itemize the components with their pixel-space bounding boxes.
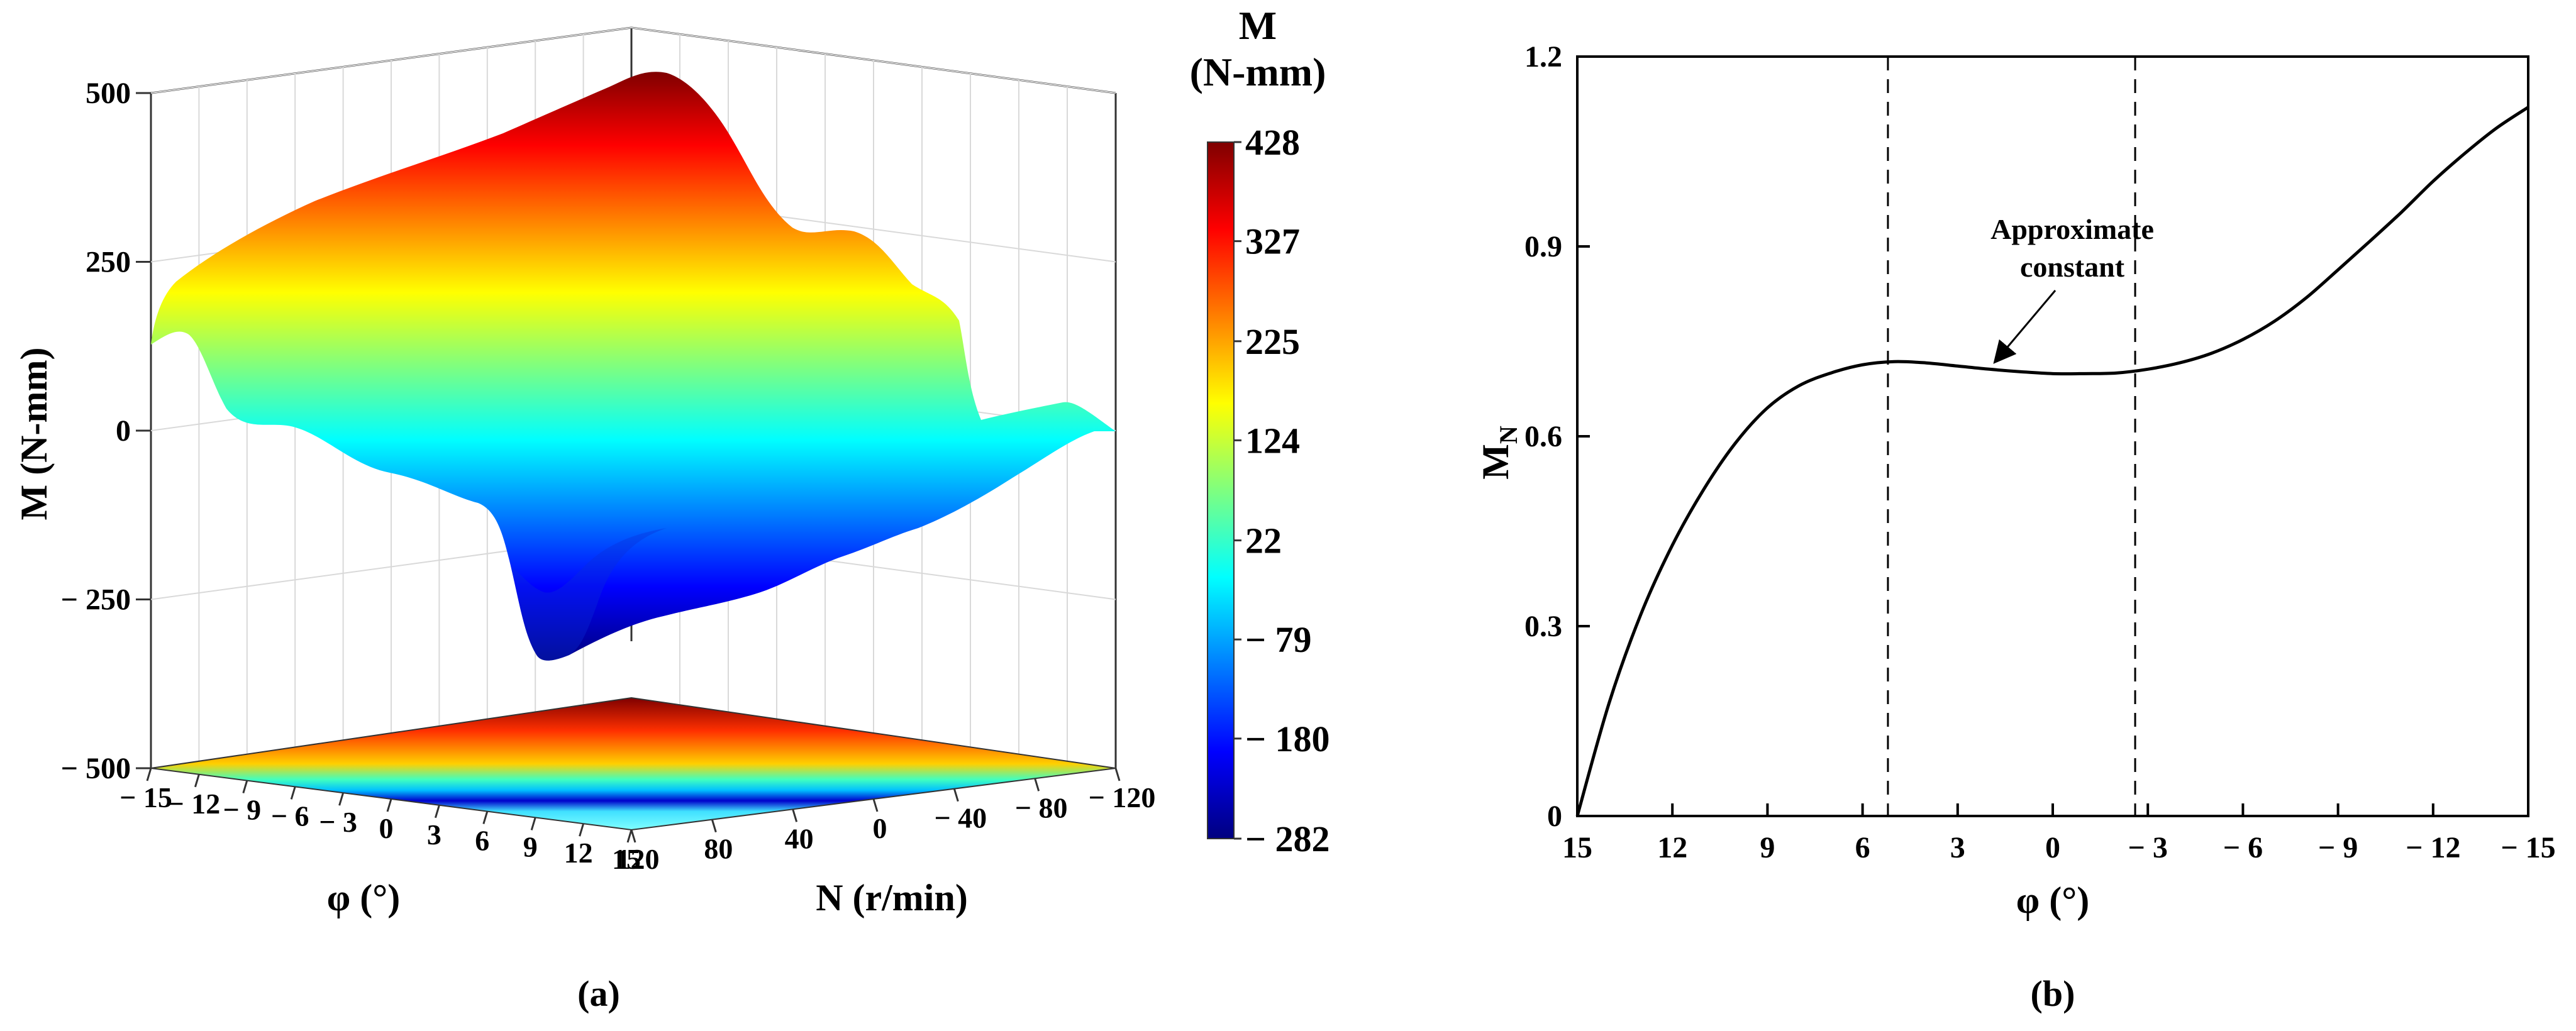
phi-tick-mark — [386, 798, 392, 812]
plot-frame — [1576, 55, 2529, 817]
phi-tick-mark — [434, 805, 440, 819]
x-tick-label: 15 — [1562, 831, 1592, 864]
n-axis-ticks: 120 80 40 0 − 40 − 80 − 120 — [616, 768, 1156, 875]
z-tick-label: 0 — [116, 414, 131, 448]
y-tick-label: 1.2 — [1524, 40, 1562, 74]
n-tick-mark — [1114, 768, 1121, 781]
n-tick-mark — [953, 788, 959, 802]
x-tick-label: − 12 — [2406, 831, 2460, 864]
panel-a-label: (a) — [577, 973, 620, 1014]
phi-tick-label: − 6 — [271, 800, 309, 832]
n-tick-label: 80 — [704, 833, 733, 865]
annotation-line1: Approximate — [1990, 213, 2154, 245]
x-tick-label: 6 — [1855, 831, 1870, 864]
series-line — [1575, 106, 2529, 817]
z-axis-ticks: 500 250 0 − 250 − 500 — [61, 77, 151, 785]
n-tick-mark — [711, 819, 717, 833]
colorbar-tick-label: − 79 — [1245, 619, 1312, 660]
surface-trough-shade — [511, 528, 667, 661]
x-tick-label: − 3 — [2128, 831, 2168, 864]
x-tick-label: 12 — [1657, 831, 1687, 864]
annotation-line2: constant — [2020, 251, 2125, 283]
colorbar-tick-label: 225 — [1245, 321, 1300, 362]
x-tick-label: 9 — [1760, 831, 1775, 864]
phi-tick-label: 15 — [612, 843, 641, 875]
z-tick-label: 250 — [86, 246, 131, 279]
colorbar-tick-label: − 180 — [1245, 719, 1330, 759]
phi-tick-mark — [579, 823, 585, 837]
n-tick-label: 120 — [616, 843, 660, 875]
colorbar-tick-label: 428 — [1245, 122, 1300, 163]
phi-axis-ticks: − 15− 12− 9 − 6 − 3 0 3 6 9 12 15 — [119, 768, 641, 875]
y-tick-label: 0.9 — [1524, 230, 1562, 263]
colorbar-tick-label: − 282 — [1245, 819, 1330, 859]
colorbar-title-line1: M — [1239, 3, 1277, 48]
z-tick-label: 500 — [86, 77, 131, 110]
n-tick-label: − 40 — [934, 802, 987, 834]
n-tick-label: 0 — [873, 812, 887, 844]
phi-tick-label: 12 — [564, 837, 593, 869]
phi-tick-mark — [146, 768, 152, 781]
x-tick-label: − 6 — [2223, 831, 2263, 864]
phi-tick-label: 3 — [427, 819, 441, 851]
z-tick-label: − 250 — [61, 583, 131, 617]
x-tick-label: 0 — [2045, 831, 2060, 864]
x-tick-label: − 15 — [2501, 831, 2555, 864]
surface-mesh — [151, 72, 1116, 661]
y-axis-label-sub: N — [1494, 426, 1523, 444]
surface — [151, 72, 1116, 661]
colorbar-tick-label: 22 — [1245, 521, 1282, 561]
n-tick-mark — [872, 798, 879, 812]
n-tick-mark — [792, 808, 798, 822]
phi-tick-label: 0 — [379, 812, 394, 844]
x-axis-ticks: 15 12 9 6 3 0 − 3 − 6 − 9 − 12 − 15 — [1562, 803, 2556, 864]
z-tick-label: − 500 — [61, 752, 131, 785]
x-tick-label: − 9 — [2318, 831, 2358, 864]
annotation-arrow — [1993, 290, 2057, 364]
phi-tick-mark — [242, 780, 248, 794]
colorbar: M (N-mm) 428 327 225 124 22 − 79 − 180 − 282 — [1190, 3, 1330, 859]
n-tick-mark — [1034, 778, 1040, 791]
phi-tick-mark — [530, 817, 536, 830]
colorbar-tick-label: 327 — [1245, 221, 1300, 262]
y-axis-ticks: 0 0.3 0.6 0.9 1.2 — [1524, 40, 1590, 833]
n-tick-label: − 80 — [1015, 791, 1068, 824]
phi-tick-mark — [626, 829, 633, 843]
colorbar-title-line2: (N-mm) — [1190, 50, 1326, 94]
phi-tick-mark — [482, 811, 489, 825]
n-tick-label: − 120 — [1089, 781, 1156, 813]
x-axis-label: φ (°) — [2016, 879, 2089, 921]
phi-tick-label: − 3 — [319, 806, 357, 838]
phi-tick-label: 9 — [523, 830, 538, 863]
panel-b: 15 12 9 6 3 0− 3− 6− 9− 12− 15 00.30.60.91.2 … — [1475, 40, 2556, 1014]
reference-lines — [1887, 57, 2136, 816]
n-tick-mark — [630, 829, 636, 843]
phi-tick-label: − 9 — [223, 794, 261, 826]
x-tick-label: 3 — [1950, 831, 1965, 864]
y-axis-label-main: M — [1475, 444, 1516, 480]
panel-b-label: (b) — [2031, 973, 2075, 1014]
phi-tick-mark — [194, 774, 200, 788]
z-axis-label: M (N-mm) — [13, 348, 55, 521]
n-tick-label: 40 — [785, 822, 814, 854]
phi-tick-label: − 15 — [119, 781, 172, 813]
y-axis-label: MN — [1475, 426, 1523, 480]
colorbar-tick-label: 124 — [1245, 420, 1300, 461]
n-axis-label: N (r/min) — [816, 877, 968, 918]
phi-tick-label: 6 — [475, 825, 489, 857]
y-tick-label: 0.3 — [1524, 610, 1562, 643]
colorbar-bar — [1207, 141, 1235, 839]
phi-tick-mark — [338, 792, 345, 806]
y-tick-label: 0.6 — [1524, 420, 1562, 453]
colorbar-ticks: 428 327 225 124 22 − 79 − 180 − 282 — [1234, 122, 1330, 859]
y-tick-label: 0 — [1547, 800, 1562, 833]
phi-axis-label: φ (°) — [327, 877, 400, 918]
phi-tick-label: − 12 — [168, 788, 221, 820]
phi-tick-mark — [290, 786, 296, 800]
